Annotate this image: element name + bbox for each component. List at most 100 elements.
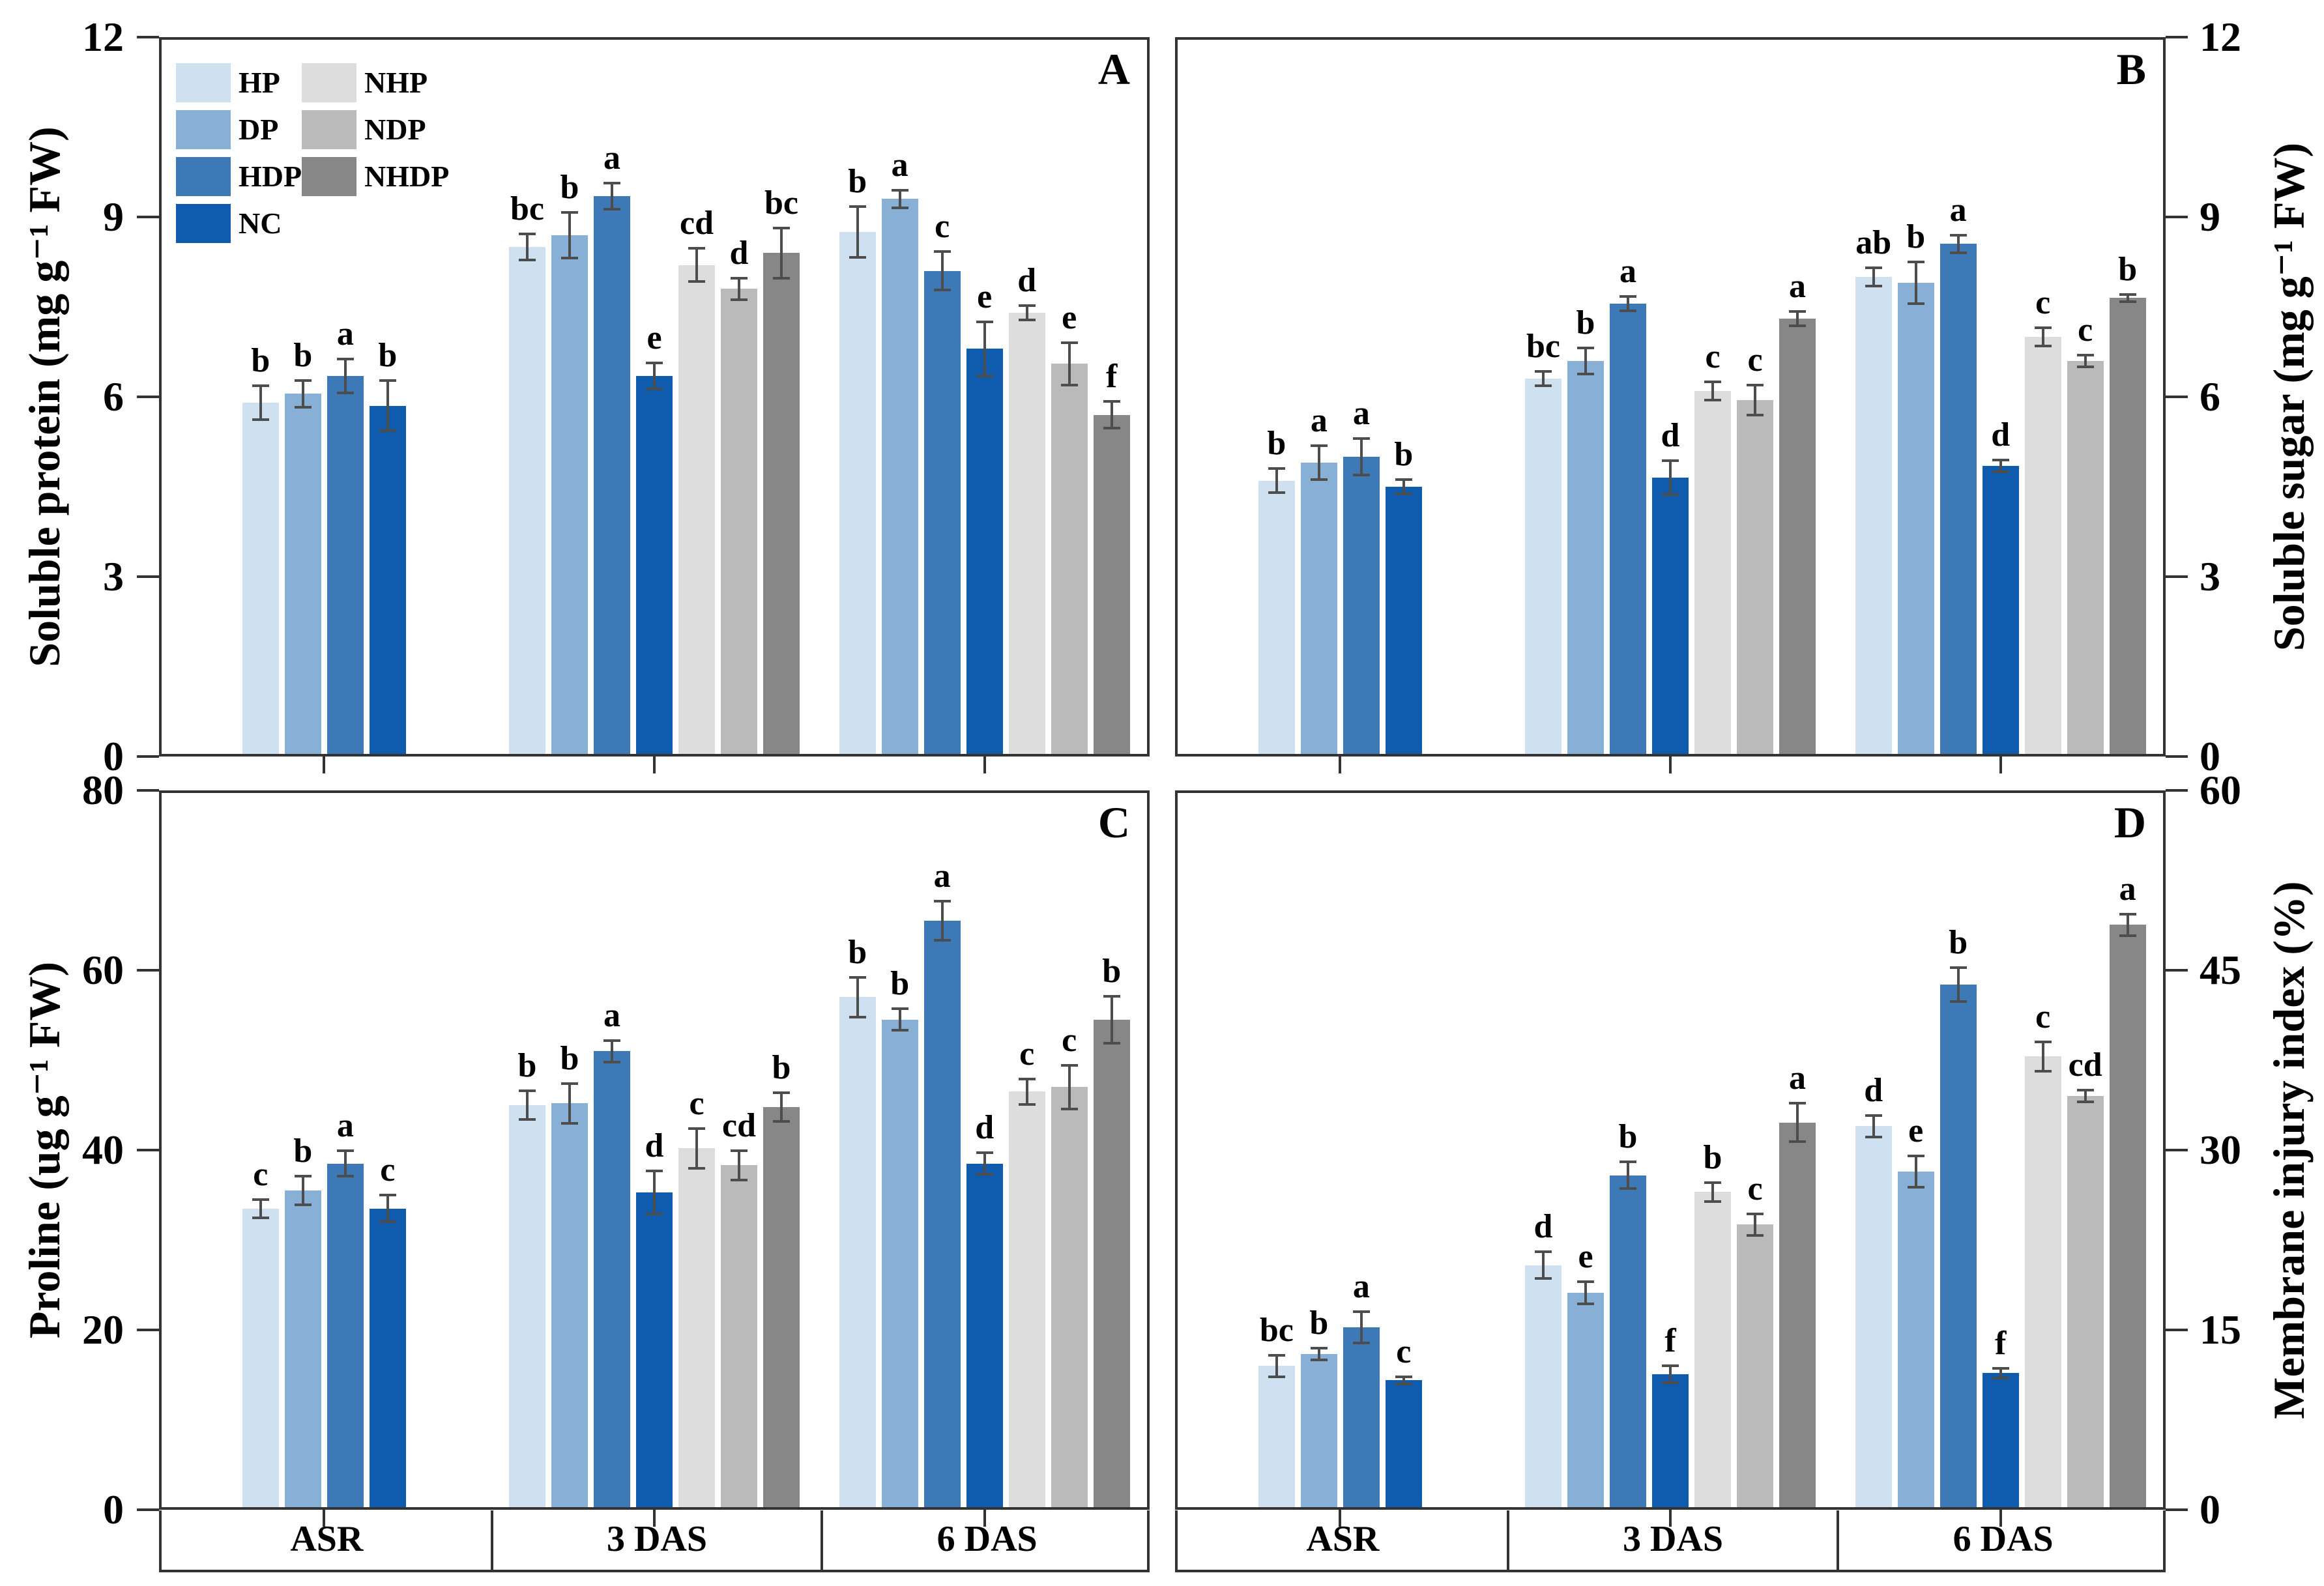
significance-letter: a — [1789, 1060, 1806, 1097]
error-bar — [1754, 1213, 1756, 1235]
bar-6das-nhdp — [2109, 925, 2146, 1507]
y-tick-label: 0 — [2200, 733, 2220, 779]
error-bar-cap — [1577, 346, 1594, 349]
error-bar — [1796, 311, 1799, 326]
significance-letter: a — [1789, 268, 1806, 306]
significance-letter: b — [1394, 435, 1414, 473]
error-bar-cap — [1103, 426, 1120, 429]
bar-6das-nc — [966, 1163, 1003, 1507]
legend-swatch-hp — [176, 63, 231, 102]
bar-asr-dp — [1300, 1353, 1337, 1507]
error-bar-cap — [1907, 261, 1925, 263]
bar-6das-dp — [1897, 283, 1934, 754]
error-bar-cap — [561, 210, 578, 214]
error-bar-cap — [294, 1204, 312, 1207]
significance-letter: c — [2035, 998, 2051, 1036]
significance-letter: c — [1062, 1022, 1077, 1060]
significance-letter: e — [977, 278, 993, 315]
error-bar — [1999, 1368, 2002, 1378]
error-bar-cap — [1662, 1381, 1679, 1384]
category-tick — [323, 1510, 326, 1527]
error-bar-cap — [731, 276, 748, 280]
bar-6das-ndp — [2067, 1096, 2104, 1507]
error-bar — [1068, 1065, 1071, 1109]
significance-letter: cd — [722, 1107, 756, 1145]
significance-letter: c — [1019, 1035, 1035, 1073]
error-bar-cap — [603, 208, 620, 211]
error-bar-cap — [1662, 459, 1679, 463]
error-bar — [983, 322, 986, 376]
bar-6das-hdp — [923, 270, 961, 754]
legend-swatch-nc — [176, 204, 231, 243]
significance-letter: d — [645, 1127, 664, 1164]
bar-3das-nc — [636, 375, 673, 754]
error-bar-cap — [1395, 1375, 1412, 1378]
error-bar-cap — [1103, 1041, 1120, 1045]
error-bar-cap — [891, 188, 908, 192]
bar-asr-dp — [1300, 463, 1337, 754]
error-bar — [568, 1083, 571, 1123]
significance-letter: b — [1906, 218, 1926, 255]
bar-3das-ndp — [721, 289, 757, 754]
panel-c-letter: C — [1097, 798, 1130, 847]
error-bar — [1956, 968, 1960, 1002]
error-bar-cap — [891, 1029, 908, 1032]
error-bar-cap — [561, 1121, 578, 1125]
error-bar-cap — [849, 976, 866, 979]
y-tick-label: 20 — [82, 1306, 124, 1353]
error-bar — [695, 1128, 698, 1168]
error-bar-cap — [646, 1212, 663, 1215]
legend-label-nhp: NHP — [364, 66, 428, 99]
bar-6das-ndp — [1051, 364, 1088, 754]
error-bar-cap — [294, 1175, 312, 1178]
error-bar — [343, 1151, 347, 1176]
error-bar-cap — [379, 429, 396, 433]
error-bar-cap — [1310, 1346, 1328, 1349]
significance-letter: d — [1661, 417, 1680, 455]
y-axis-tick — [137, 1329, 159, 1331]
y-axis-tick — [137, 216, 159, 218]
significance-letter: a — [891, 146, 908, 184]
error-bar-cap — [1103, 995, 1120, 998]
error-bar-cap — [1310, 478, 1328, 481]
error-bar-cap — [2119, 293, 2136, 296]
significance-letter: b — [848, 163, 867, 201]
bar-3das-hp — [1525, 379, 1561, 754]
category-tick — [1339, 1510, 1342, 1527]
significance-letter: c — [1747, 1170, 1763, 1207]
error-bar-cap — [1949, 966, 1967, 970]
error-bar-cap — [731, 1178, 748, 1181]
error-bar-cap — [976, 321, 993, 323]
error-bar-cap — [1865, 284, 1882, 287]
error-bar-cap — [1268, 491, 1285, 495]
y-tick-label: 6 — [103, 373, 124, 420]
error-bar — [1025, 306, 1028, 321]
significance-letter: e — [1062, 299, 1077, 337]
bar-3das-nhdp — [1779, 1122, 1816, 1507]
bar-6das-nhdp — [2109, 298, 2146, 754]
error-bar-cap — [646, 361, 663, 364]
error-bar — [738, 278, 740, 300]
error-bar — [1872, 1115, 1875, 1137]
bar-6das-nhp — [1008, 1091, 1045, 1507]
bar-asr-nc — [1385, 1380, 1422, 1507]
bar-6das-nhp — [2024, 1056, 2061, 1507]
error-bar — [898, 190, 901, 209]
bar-3das-nhp — [678, 1148, 715, 1507]
y-tick-label: 40 — [82, 1127, 124, 1173]
error-bar-cap — [2076, 1089, 2094, 1091]
significance-letter: e — [1908, 1112, 1924, 1150]
significance-letter: c — [1396, 1333, 1412, 1370]
significance-letter: b — [1576, 304, 1595, 341]
error-bar-cap — [1352, 1310, 1370, 1314]
y-axis-tick — [2166, 755, 2188, 758]
error-bar — [695, 248, 698, 282]
error-bar-cap — [646, 1169, 663, 1172]
error-bar — [1542, 371, 1545, 386]
error-bar-cap — [849, 1015, 866, 1018]
category-tick — [323, 757, 326, 773]
error-bar — [1584, 1282, 1587, 1304]
error-bar-cap — [1992, 470, 2009, 473]
error-bar-cap — [1992, 458, 2009, 461]
y-tick-label: 3 — [2200, 553, 2220, 599]
